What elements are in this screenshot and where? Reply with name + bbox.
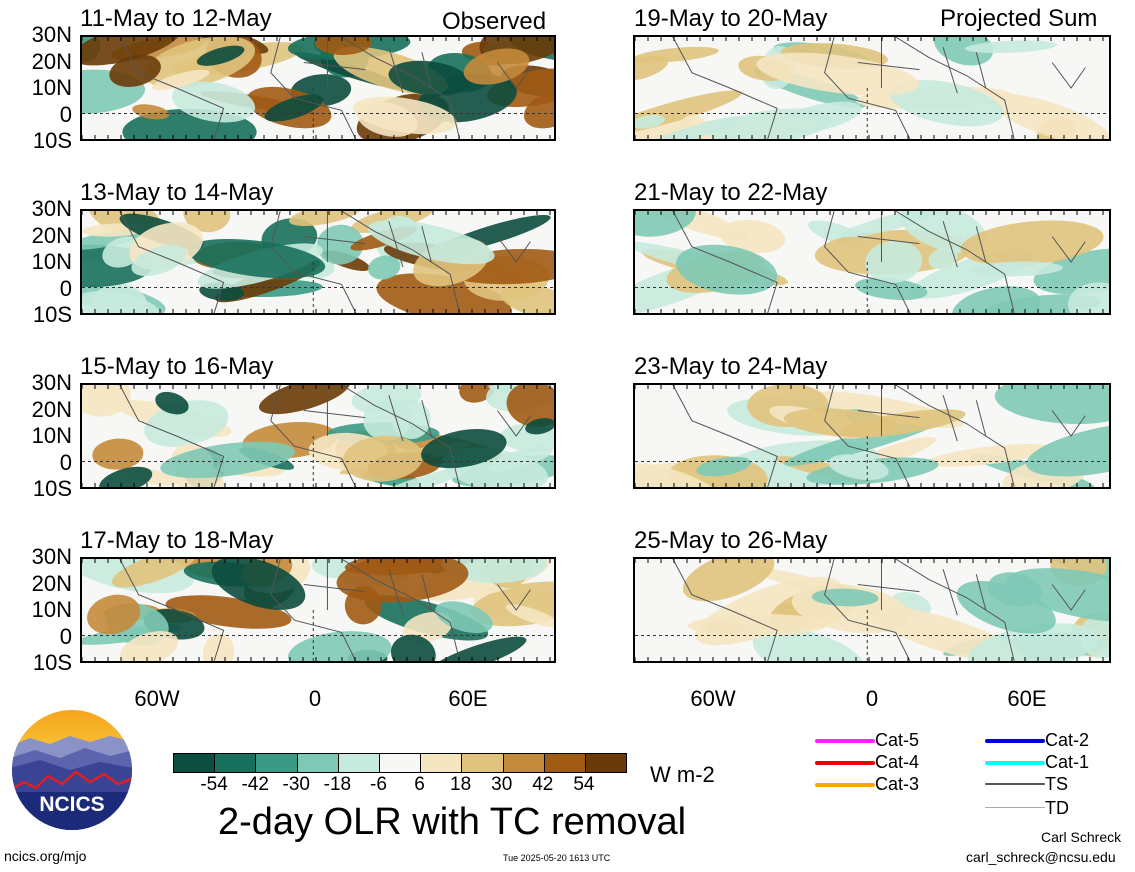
lon-label: 60E [448,686,488,711]
colorbar-tick-label: -6 [370,774,387,795]
colorbar-swatch [544,754,586,772]
legend-line [815,783,875,787]
lat-label: 10S [32,128,72,153]
legend-label: Cat-3 [875,774,920,794]
colorbar-tick-label: 30 [491,774,513,795]
olr-map-panel [633,557,1111,663]
colorbar-swatch [338,754,380,772]
colorbar-swatch [297,754,339,772]
colorbar [173,753,627,773]
legend-label: Cat-1 [1045,752,1090,772]
lon-label: 60W [690,686,736,711]
lon-label: 0 [865,686,879,711]
colorbar-swatch [379,754,422,772]
legend-label: Cat-2 [1045,730,1090,750]
panel-title: 21-May to 22-May [634,179,828,206]
lat-label: 30N [31,370,72,395]
legend-label: Cat-5 [875,730,920,750]
lat-label: 10N [31,423,72,448]
olr-map-panel [80,557,556,663]
colorbar-swatch [462,754,504,772]
lat-label: 20N [31,222,72,248]
olr-map-panel [80,209,556,315]
lat-label: 30N [31,544,72,569]
lat-label: 30N [31,196,72,221]
colorbar-swatch [421,754,463,772]
lat-label: 20N [31,570,72,596]
colorbar-swatch [174,754,216,772]
colorbar-tick-label: 6 [414,774,425,795]
lat-label: 0 [59,101,72,127]
logo-text: NCICS [39,793,104,816]
colorbar-swatch [215,754,257,772]
olr-map-panel [633,209,1111,315]
colorbar-tick-label: 42 [532,774,554,795]
colorbar-tick-label: 18 [450,774,472,795]
colorbar-tick-label: -54 [200,774,228,795]
colorbar-tick-label: -30 [282,774,310,795]
colorbar-swatch [585,754,627,772]
panel-title: 15-May to 16-May [80,353,274,380]
panel-title: 25-May to 26-May [634,527,828,554]
lat-label: 0 [59,623,72,649]
colorbar-tick-label: 54 [573,774,595,795]
colorbar-tick-label: -42 [241,774,269,795]
legend-label: TD [1045,798,1069,818]
panel-title: 23-May to 24-May [634,353,828,380]
colorbar-swatch [256,754,298,772]
legend-line [815,739,875,743]
lat-label: 20N [31,396,72,422]
legend-label: Cat-4 [875,752,920,772]
lon-label: 0 [308,686,322,711]
footer-email: carl_schreck@ncsu.edu [966,849,1116,865]
lat-label: 10S [32,302,72,327]
legend-line [985,739,1045,743]
footer-author: Carl Schreck [1041,829,1122,845]
lat-label: 10N [31,597,72,622]
olr-map-panel [633,383,1111,489]
ncics-logo: NCICS [10,708,134,832]
main-title: 2-day OLR with TC removal [218,801,687,843]
lat-label: 10S [32,476,72,501]
lon-label: 60W [134,686,180,711]
panel-corner-label: Observed [442,8,547,35]
panel-corner-label: Projected Sum [940,5,1098,32]
lat-label: 20N [31,48,72,74]
olr-map-panel [80,35,556,141]
legend-line [815,761,875,765]
lat-label: 10N [31,75,72,100]
colorbar-units: W m-2 [650,762,715,787]
footer-website: ncics.org/mjo [4,848,87,864]
panel-title: 19-May to 20-May [634,5,828,32]
panel-title: 17-May to 18-May [80,527,274,554]
lat-label: 10S [32,650,72,675]
legend-line [985,783,1045,785]
lat-label: 10N [31,249,72,274]
legend-label: TS [1045,774,1069,794]
lon-label: 60E [1007,686,1047,711]
panel-title: 11-May to 12-May [80,5,272,32]
lat-label: 0 [59,275,72,301]
olr-map-panel [633,35,1111,141]
footer-timestamp: Tue 2025-05-20 1613 UTC [503,853,611,863]
lat-label: 0 [59,449,72,475]
colorbar-tick-label: -18 [323,774,352,795]
lat-label: 30N [31,22,72,47]
panel-title: 13-May to 14-May [80,179,274,206]
olr-map-panel [80,383,556,489]
colorbar-swatch [503,754,545,772]
legend-line [985,761,1045,765]
legend-line [985,807,1045,808]
